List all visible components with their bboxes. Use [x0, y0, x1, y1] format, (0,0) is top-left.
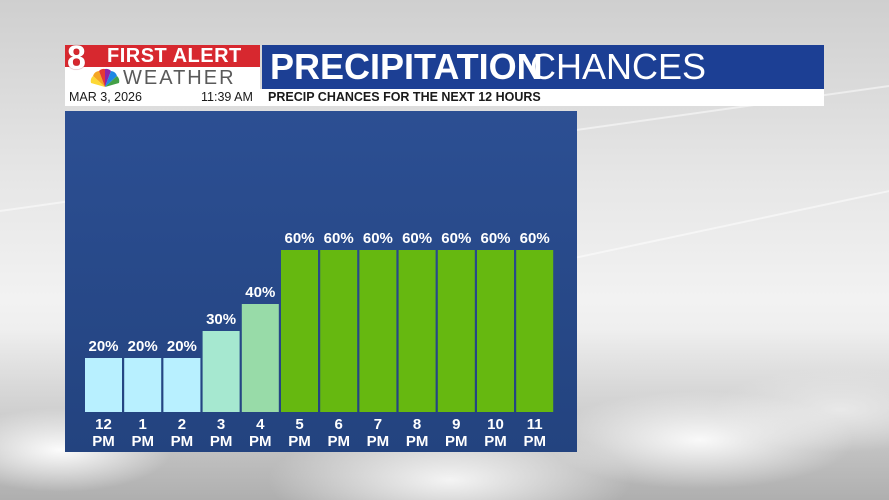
x-tick-label: 9: [452, 416, 460, 433]
logo-channel-number: 8: [67, 39, 86, 77]
x-tick-label: 3: [217, 416, 225, 433]
x-tick-label: PM: [249, 433, 271, 450]
background-streak: [559, 176, 889, 262]
x-tick-label: PM: [171, 433, 194, 450]
bar-10: [437, 250, 475, 412]
station-logo: 8 FIRST ALERT WEATHER: [65, 41, 260, 89]
x-tick-label: PM: [367, 433, 390, 450]
chart-panel: 20% 12 PM 20% 1 PM 20% 2 PM 30% 3 PM 40% 4 PM 60% 5 PM 60%…: [65, 111, 577, 452]
bar-value-label: 20%: [88, 338, 118, 355]
x-tick-label: 10: [487, 416, 504, 433]
time-label: 11:39 AM: [201, 90, 253, 104]
logo-first-alert-text: FIRST ALERT: [107, 45, 242, 67]
x-tick-label: PM: [92, 433, 115, 450]
bar-12: [516, 250, 554, 412]
x-tick-label: 11: [527, 416, 543, 433]
bar-value-label: 20%: [128, 338, 158, 355]
date-label: MAR 3, 2026: [69, 90, 142, 104]
x-tick-label: 2: [178, 416, 186, 433]
bar-value-label: 20%: [167, 338, 197, 355]
bar-value-label: 60%: [284, 230, 314, 247]
bar-value-label: 60%: [324, 230, 354, 247]
bar-value-label: 60%: [480, 230, 510, 247]
x-tick-label: 1: [139, 416, 147, 433]
x-tick-label: PM: [210, 433, 233, 450]
bar-2: [124, 358, 162, 412]
x-tick-label: PM: [484, 433, 507, 450]
info-bar: MAR 3, 2026 11:39 AM PRECIP CHANCES FOR …: [65, 89, 824, 106]
logo-red-band: [65, 45, 260, 67]
bar-value-label: 60%: [402, 230, 432, 247]
peacock-icon: [90, 68, 120, 87]
x-tick-label: 8: [413, 416, 421, 433]
x-tick-label: 6: [335, 416, 343, 433]
bar-value-label: 60%: [363, 230, 393, 247]
bar-6: [281, 250, 318, 412]
x-tick-label: PM: [406, 433, 429, 450]
bar-value-label: 40%: [245, 284, 275, 301]
chart-subtitle: PRECIP CHANCES FOR THE NEXT 12 HOURS: [268, 90, 541, 104]
bar-3: [163, 358, 201, 412]
x-tick-label: PM: [288, 433, 311, 450]
x-tick-label: 4: [256, 416, 265, 433]
x-tick-label: PM: [131, 433, 154, 450]
x-tick-label: 5: [295, 416, 303, 433]
bar-value-label: 30%: [206, 311, 236, 328]
bar-1: [85, 358, 122, 412]
bar-4: [202, 331, 240, 412]
title-bar: PRECIPITATION CHANCES: [262, 45, 824, 89]
bar-7: [320, 250, 358, 412]
x-tick-label: PM: [327, 433, 350, 450]
bar-5: [241, 304, 279, 412]
precip-bar-chart: 20%12PM20%1PM20%2PM30%3PM40%4PM60%5PM60%…: [85, 230, 554, 450]
page-title-bold: PRECIPITATION: [270, 46, 543, 87]
bar-value-label: 60%: [520, 230, 550, 247]
page-title-light: CHANCES: [530, 46, 707, 87]
bar-8: [359, 250, 397, 412]
x-tick-label: PM: [445, 433, 468, 450]
x-tick-label: 7: [374, 416, 382, 433]
logo-weather-text: WEATHER: [123, 67, 236, 89]
bar-value-label: 60%: [441, 230, 471, 247]
bar-9: [398, 250, 436, 412]
bar-11: [477, 250, 514, 412]
x-tick-label: PM: [523, 433, 546, 450]
x-tick-label: 12: [95, 416, 112, 433]
